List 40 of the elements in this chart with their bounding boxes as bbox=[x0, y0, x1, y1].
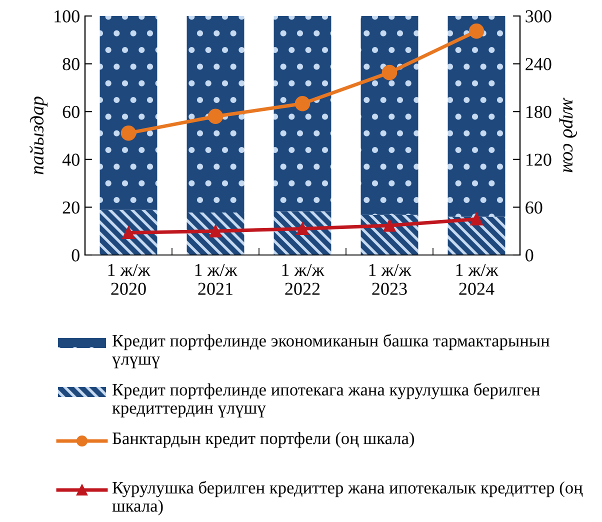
x-tick-label: 1 ж/ж 2020 bbox=[108, 264, 150, 295]
y2-tick-label: 0 bbox=[526, 249, 534, 262]
point bbox=[209, 224, 222, 238]
y2-tick-label: 180 bbox=[526, 106, 552, 118]
bar bbox=[274, 16, 332, 212]
y-tick-label: 80 bbox=[62, 58, 80, 70]
y2-tick-label: 120 bbox=[526, 154, 552, 166]
x-tick-label: 1 ж/ж 2023 bbox=[369, 264, 412, 295]
y-tick-label: 20 bbox=[62, 201, 80, 214]
x-tick-label: 1 ж/ж 2022 bbox=[282, 264, 324, 295]
y-tick-label: 60 bbox=[62, 106, 80, 118]
point bbox=[468, 23, 484, 39]
bar bbox=[100, 210, 158, 255]
point bbox=[382, 64, 398, 80]
point bbox=[296, 222, 309, 235]
legend-label: Кредит портфелинде экономиканын башка тармактарынын үлүшү bbox=[112, 334, 550, 368]
bar bbox=[360, 16, 418, 215]
point bbox=[383, 219, 396, 232]
point bbox=[294, 96, 310, 112]
legend-label: Банктардын кредит портфели (оң шкала) bbox=[112, 432, 414, 448]
y2-tick-label: 300 bbox=[526, 10, 552, 22]
point bbox=[208, 108, 224, 124]
bar bbox=[186, 16, 244, 212]
y2-tick-label: 60 bbox=[526, 201, 542, 214]
y2-tick-label: 240 bbox=[526, 58, 552, 70]
y-tick-label: 40 bbox=[62, 154, 80, 166]
x-tick-label: 1 ж/ж 2024 bbox=[456, 264, 498, 295]
y2-axis-title: млрд сом bbox=[559, 98, 577, 172]
y-tick-label: 0 bbox=[72, 249, 80, 262]
x-tick-label: 1 ж/ж 2021 bbox=[195, 264, 238, 295]
bar bbox=[448, 216, 506, 255]
point bbox=[470, 212, 483, 226]
point bbox=[122, 226, 135, 239]
bar bbox=[100, 16, 158, 210]
legend-label: Кредит портфелинде ипотекага жана курулушка берилген кредиттердин үлүшү bbox=[112, 383, 540, 418]
legend-label: Курулушка берилген кредиттер жана ипотекалык кредиттер (оң шкала) bbox=[112, 481, 583, 516]
point bbox=[120, 125, 136, 141]
bar bbox=[448, 16, 506, 217]
y-tick-label: 100 bbox=[54, 10, 80, 22]
y-axis-title: пайыздар bbox=[30, 96, 48, 174]
